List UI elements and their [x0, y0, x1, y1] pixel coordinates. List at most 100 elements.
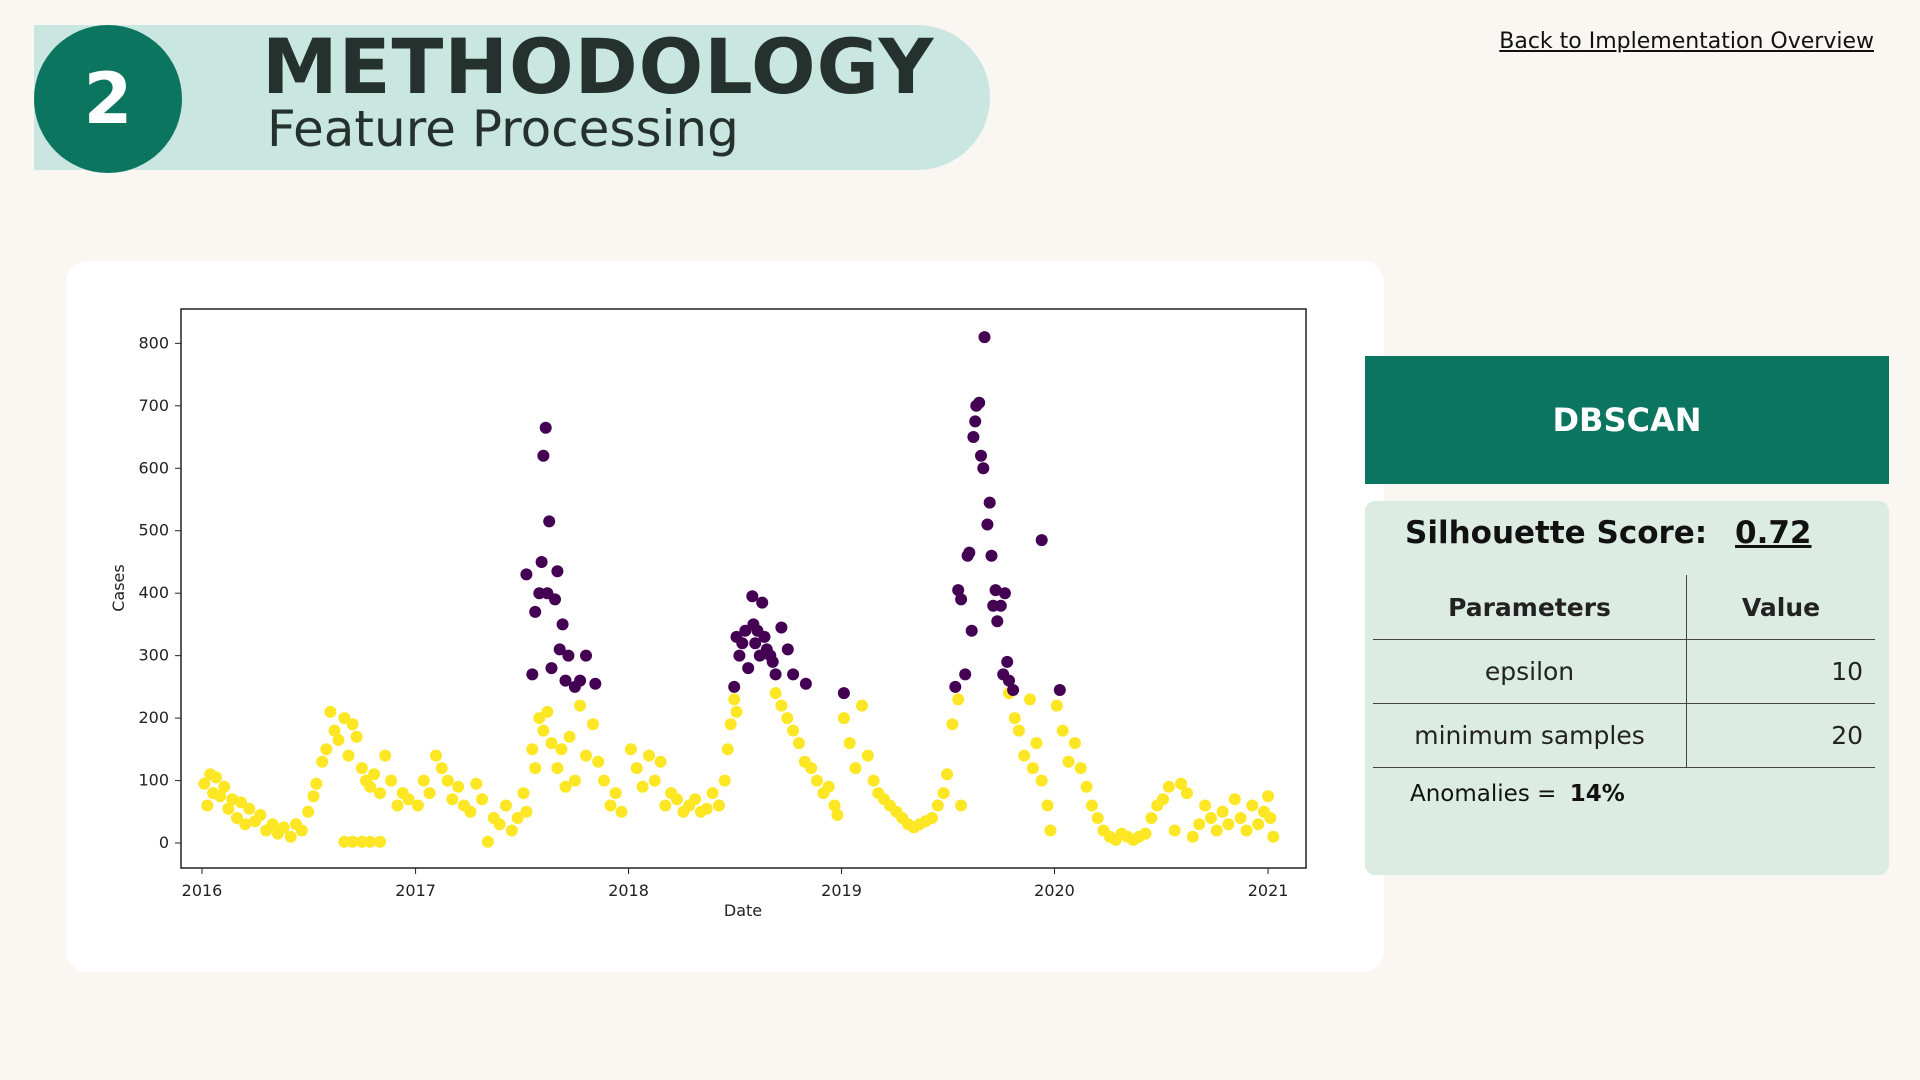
scatter-point — [543, 515, 556, 528]
scatter-point — [476, 793, 489, 806]
scatter-point — [346, 718, 359, 731]
scatter-point — [977, 462, 990, 475]
scatter-point — [338, 835, 351, 848]
scatter-point — [328, 724, 341, 737]
step-number-badge: 2 — [34, 25, 182, 173]
scatter-point — [580, 749, 592, 762]
scatter-point — [981, 518, 994, 531]
scatter-point — [320, 743, 333, 756]
scatter-point — [991, 615, 1004, 628]
back-to-overview-link[interactable]: Back to Implementation Overview — [1499, 29, 1874, 54]
scatter-point — [985, 549, 998, 562]
scatter-point — [310, 777, 323, 790]
scatter-point — [1199, 799, 1212, 812]
scatter-point — [1080, 780, 1093, 793]
scatter-point — [1068, 737, 1081, 750]
scatter-point — [955, 593, 968, 606]
scatter-point — [350, 730, 363, 743]
scatter-point — [1001, 655, 1014, 668]
scatter-point — [549, 593, 561, 606]
x-axis-label: Date — [724, 901, 762, 920]
scatter-point — [511, 812, 524, 824]
scatter-point — [374, 835, 386, 848]
y-tick-label: 500 — [138, 521, 169, 540]
scatter-point — [545, 662, 558, 675]
scatter-point — [587, 718, 599, 731]
x-axis: 2016 2017 2018 2019 2020 2021 — [182, 868, 1289, 900]
scatter-point — [545, 737, 558, 750]
page-subtitle: Feature Processing — [267, 100, 739, 158]
scatter-point — [551, 762, 564, 775]
scatter-point — [736, 637, 749, 650]
scatter-point — [937, 787, 950, 800]
scatter-point — [659, 799, 672, 812]
scatter-point — [452, 780, 465, 793]
scatter-point — [218, 780, 231, 793]
x-tick-label: 2021 — [1248, 881, 1289, 900]
scatter-point — [231, 812, 243, 824]
scatter-point — [994, 599, 1007, 612]
parameters-column-header: Parameters — [1373, 575, 1687, 640]
scatter-point — [214, 790, 227, 803]
scatter-point — [1168, 824, 1181, 837]
scatter-point — [239, 818, 252, 831]
scatter-point — [493, 818, 506, 831]
scatter-point — [769, 668, 782, 681]
scatter-point — [604, 799, 617, 812]
scatter-point — [555, 743, 568, 756]
scatter-point — [969, 415, 982, 428]
scatter-point — [1262, 790, 1275, 803]
scatter-point — [355, 835, 368, 848]
scatter-point — [624, 743, 637, 756]
scatter-point — [210, 771, 222, 784]
scatter-point — [464, 805, 477, 818]
scatter-point — [1044, 824, 1057, 837]
scatter-point — [1240, 824, 1253, 837]
scatter-point — [799, 677, 812, 690]
scatter-point — [559, 780, 572, 793]
scatter-point — [749, 637, 762, 650]
scatter-point — [1085, 799, 1098, 812]
scatter-point — [441, 774, 454, 787]
scatter-point — [198, 777, 211, 790]
scatter-point — [689, 793, 702, 806]
scatter-point — [728, 680, 741, 693]
scatter-point — [430, 749, 442, 762]
parameter-name: epsilon — [1373, 639, 1687, 704]
scatter-point — [1157, 793, 1169, 806]
scatter-point — [243, 802, 256, 815]
scatter-point — [562, 649, 575, 662]
y-tick-label: 300 — [138, 646, 169, 665]
scatter-point — [1008, 712, 1021, 725]
scatter-point — [975, 449, 987, 462]
scatter-point — [998, 587, 1011, 600]
scatter-point — [368, 768, 381, 781]
scatter-point — [535, 556, 548, 568]
y-tick-label: 800 — [138, 333, 169, 352]
scatter-point — [1210, 824, 1223, 837]
scatter-point — [374, 787, 386, 800]
scatter-point — [728, 693, 741, 706]
x-tick-label: 2018 — [608, 881, 649, 900]
scatter-point — [500, 799, 512, 812]
y-axis: 0 100 200 300 400 500 600 700 800 — [138, 333, 181, 852]
scatter-point — [346, 835, 359, 848]
scatter-point — [730, 705, 743, 718]
scatter-point — [284, 830, 297, 843]
scatter-point — [758, 630, 771, 643]
scatter-point — [822, 780, 835, 793]
scatter-point — [1074, 762, 1087, 775]
scatter-point — [364, 835, 377, 848]
y-tick-label: 0 — [159, 833, 169, 852]
scatter-point — [861, 749, 874, 762]
scatter-point — [235, 796, 248, 809]
x-tick-label: 2019 — [821, 881, 862, 900]
scatter-point — [700, 802, 713, 815]
scatter-point — [526, 668, 539, 681]
scatter-point — [592, 755, 605, 768]
scatter-point — [539, 421, 552, 434]
scatter-point — [769, 687, 782, 700]
scatter-chart: 2016 2017 2018 2019 2020 2021 0 100 200 300 400 50… — [109, 308, 1307, 920]
scatter-point — [385, 774, 398, 787]
anomalies-value: 14% — [1569, 781, 1625, 807]
